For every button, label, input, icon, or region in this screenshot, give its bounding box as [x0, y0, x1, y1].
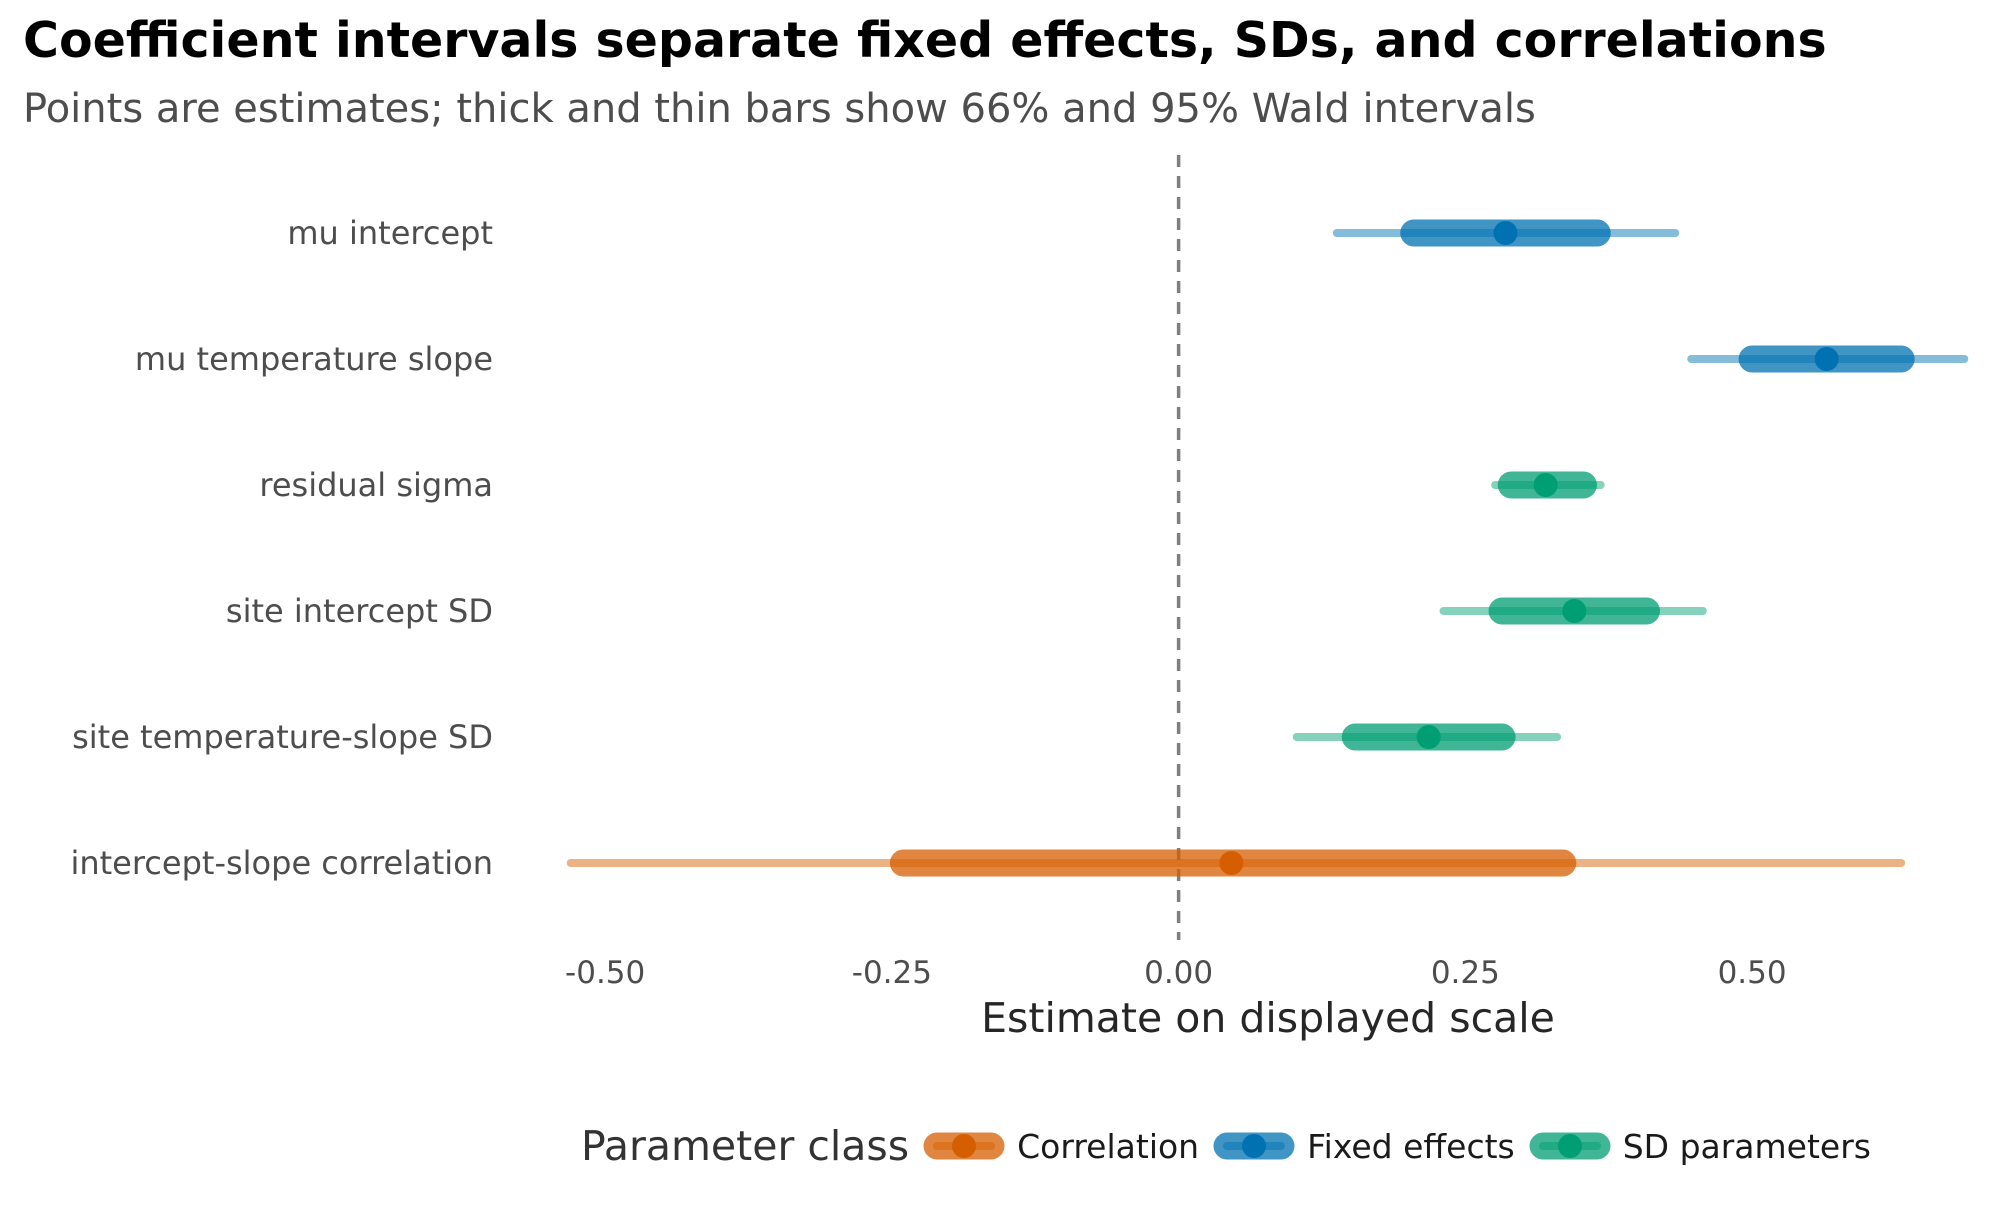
- legend-key: [1529, 1132, 1611, 1160]
- estimate-point: [1493, 221, 1518, 245]
- legend-title: Parameter class: [581, 1122, 910, 1170]
- legend-key: [923, 1132, 1005, 1160]
- plot-area: mu intercept mu temperature slope residual…: [70, 155, 1969, 1042]
- category-label: site temperature-slope SD: [72, 718, 493, 756]
- estimate-point: [1416, 725, 1441, 749]
- interval-group: [1491, 471, 1605, 499]
- estimate-point: [1814, 347, 1839, 371]
- x-axis-title: Estimate on displayed scale: [981, 994, 1555, 1042]
- category-label: mu temperature slope: [135, 340, 493, 378]
- x-tick-label: 0.50: [1718, 955, 1787, 991]
- legend-item: Fixed effects: [1213, 1127, 1515, 1166]
- interval-group: [566, 849, 1906, 877]
- legend: Parameter class Correlation Fixed effects…: [581, 1118, 1885, 1174]
- legend-item: Correlation: [923, 1127, 1199, 1166]
- category-label: residual sigma: [259, 466, 493, 504]
- chart-subtitle: Points are estimates; thick and thin bar…: [23, 86, 1536, 132]
- legend-label: Fixed effects: [1307, 1126, 1515, 1166]
- interval-group: [1439, 597, 1707, 625]
- legend-key: [1213, 1132, 1295, 1160]
- x-tick-label: -0.25: [852, 955, 932, 991]
- legend-label: SD parameters: [1622, 1126, 1871, 1166]
- estimate-point: [1533, 473, 1558, 497]
- x-tick-label: 0.25: [1431, 955, 1500, 991]
- category-label: mu intercept: [287, 214, 493, 252]
- legend-label: Correlation: [1017, 1126, 1200, 1166]
- x-tick-label: 0.00: [1144, 955, 1213, 991]
- interval-group: [1292, 723, 1562, 751]
- x-tick-label: -0.50: [565, 955, 645, 991]
- chart-title: Coefficient intervals separate fixed eff…: [23, 12, 1827, 69]
- estimate-point: [1219, 851, 1244, 875]
- category-label: intercept-slope correlation: [70, 844, 493, 882]
- legend-item: SD parameters: [1529, 1127, 1871, 1166]
- interval-group: [1332, 219, 1680, 247]
- estimate-point: [1562, 599, 1587, 623]
- category-label: site intercept SD: [226, 592, 493, 630]
- interval-group: [1687, 345, 1969, 373]
